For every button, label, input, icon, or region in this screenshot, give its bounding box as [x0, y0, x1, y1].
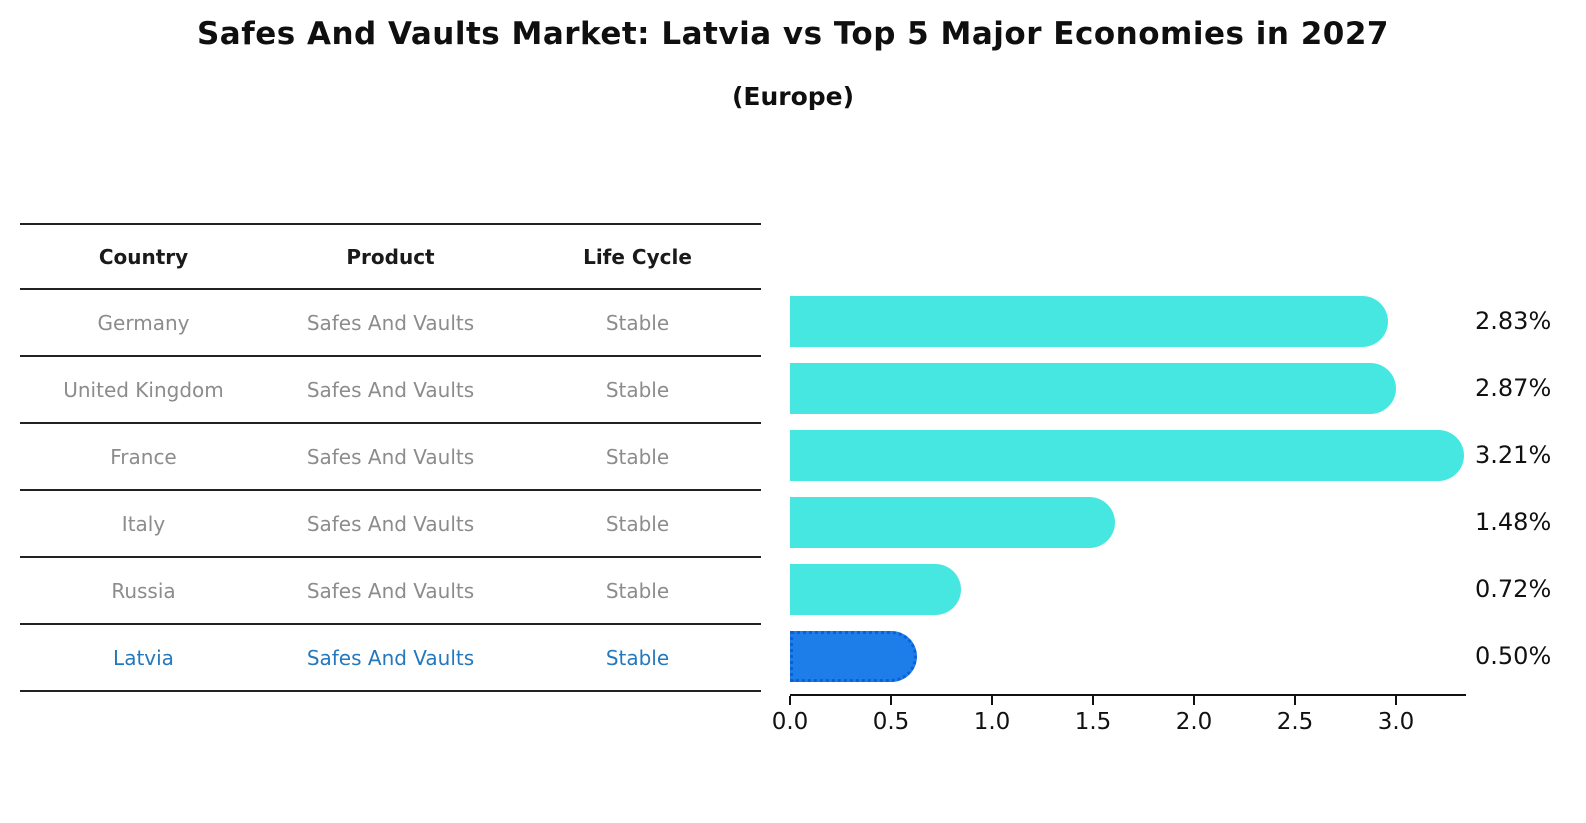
bar-highlight: [790, 631, 917, 682]
x-axis-tick-label: 1.5: [1074, 709, 1112, 735]
table-cell-country: Germany: [97, 310, 190, 335]
table-cell-product: Safes And Vaults: [306, 444, 475, 469]
chart-title: Safes And Vaults Market: Latvia vs Top 5…: [196, 16, 1389, 52]
x-axis-tick-label: 2.5: [1276, 709, 1314, 735]
x-axis-tick: [1193, 696, 1195, 705]
table-row: Russia Safes And Vaults Stable: [20, 557, 761, 624]
x-axis-tick-label: 3.0: [1377, 709, 1415, 735]
x-axis-tick-label: 0.5: [872, 709, 910, 735]
bar: [790, 430, 1465, 481]
table-cell-country: Latvia: [113, 645, 174, 670]
bar-value-label: 1.48%: [1475, 508, 1552, 536]
table-row: Germany Safes And Vaults Stable: [20, 289, 761, 356]
bar: [790, 564, 962, 615]
bar-row: 1.48%: [790, 489, 1586, 556]
table-cell-life-cycle: Stable: [605, 578, 670, 603]
table-cell-life-cycle: Stable: [605, 310, 670, 335]
bar: [790, 363, 1396, 414]
table-cell-life-cycle: Stable: [605, 377, 670, 402]
x-axis-tick: [1395, 696, 1397, 705]
bar-row: 2.83%: [790, 288, 1586, 355]
bar-value-label: 2.87%: [1475, 374, 1552, 402]
col-header-country: Country: [98, 244, 189, 269]
bar: [790, 497, 1115, 548]
table-cell-product: Safes And Vaults: [306, 645, 475, 670]
bar-row: 0.50%: [790, 623, 1586, 690]
table-cell-life-cycle: Stable: [605, 645, 670, 670]
table-cell-product: Safes And Vaults: [306, 377, 475, 402]
country-table: Country Product Life Cycle Germany Safes …: [20, 223, 761, 692]
table-cell-country: United Kingdom: [63, 377, 224, 402]
table-cell-country: Russia: [111, 578, 176, 603]
x-axis-tick-label: 1.0: [973, 709, 1011, 735]
table-cell-life-cycle: Stable: [605, 444, 670, 469]
table-cell-product: Safes And Vaults: [306, 578, 475, 603]
col-header-lifecycle: Life Cycle: [583, 244, 692, 269]
x-axis-tick: [1294, 696, 1296, 705]
table-cell-product: Safes And Vaults: [306, 511, 475, 536]
table-row: Italy Safes And Vaults Stable: [20, 490, 761, 557]
bar-row: 0.72%: [790, 556, 1586, 623]
bar-value-label: 3.21%: [1475, 441, 1552, 469]
table-row: France Safes And Vaults Stable: [20, 423, 761, 490]
chart-subtitle: (Europe): [731, 82, 855, 111]
x-axis-tick-label: 0.0: [771, 709, 809, 735]
table-cell-country: Italy: [121, 511, 166, 536]
bar-row: 2.87%: [790, 355, 1586, 422]
bar-value-label: 0.72%: [1475, 575, 1552, 603]
x-axis-tick: [1092, 696, 1094, 705]
bar-value-label: 0.50%: [1475, 642, 1552, 670]
bar-value-label: 2.83%: [1475, 307, 1552, 335]
x-axis-tick-label: 2.0: [1175, 709, 1213, 735]
table-cell-life-cycle: Stable: [605, 511, 670, 536]
x-axis-tick: [890, 696, 892, 705]
x-axis-tick: [789, 696, 791, 705]
table-row: United Kingdom Safes And Vaults Stable: [20, 356, 761, 423]
table-cell-product: Safes And Vaults: [306, 310, 475, 335]
table-header-row: Country Product Life Cycle: [20, 224, 761, 289]
col-header-product: Product: [346, 244, 435, 269]
bar-row: 3.21%: [790, 422, 1586, 489]
bar-chart-area: 2.83% 2.87% 3.21% 1.48% 0.72% 0.50%: [790, 288, 1586, 690]
x-axis: 0.0 0.5 1.0 1.5 2.0 2.5 3.0: [772, 694, 1466, 746]
x-axis-tick: [991, 696, 993, 705]
table-row: Latvia Safes And Vaults Stable: [20, 624, 761, 691]
bar: [790, 296, 1388, 347]
table-cell-country: France: [110, 444, 177, 469]
